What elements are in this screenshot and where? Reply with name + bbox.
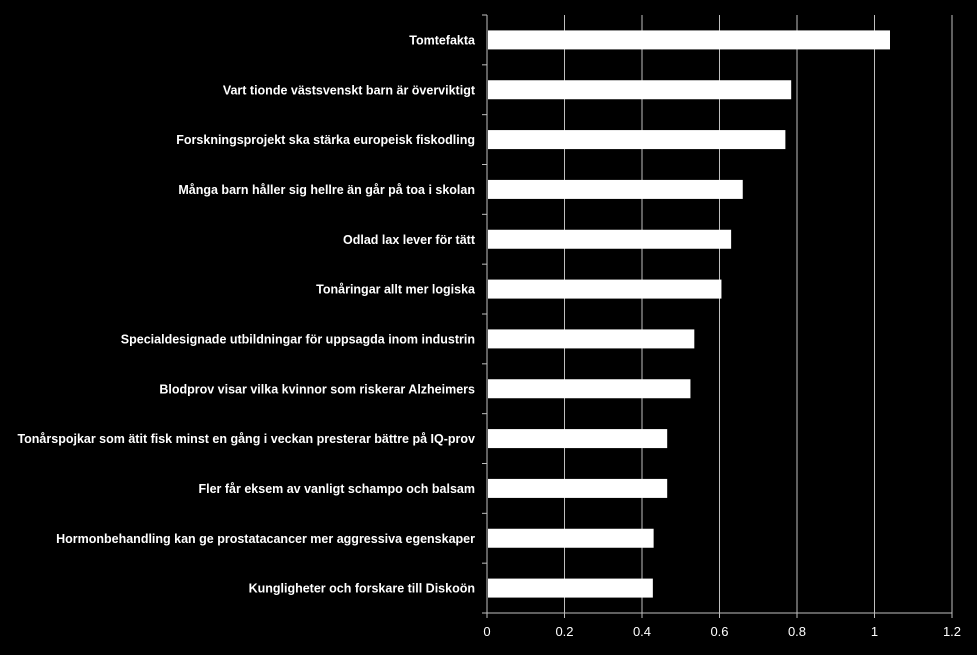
category-label: Tomtefakta (409, 33, 476, 47)
bar (488, 578, 653, 598)
category-label: Blodprov visar vilka kvinnor som riskera… (159, 382, 475, 396)
x-tick-labels: 0 0.2 0.4 0.6 0.8 1 1.2 (483, 624, 961, 639)
bar (488, 30, 890, 50)
x-tick-label: 1 (871, 624, 878, 639)
bar (488, 429, 668, 449)
category-label: Vart tionde västsvenskt barn är övervikt… (223, 83, 476, 97)
bar (488, 279, 722, 299)
bar (488, 80, 792, 100)
axes (482, 14, 953, 618)
bar (488, 528, 654, 548)
category-label: Specialdesignade utbildningar för uppsag… (121, 332, 475, 346)
grid-lines (564, 15, 953, 613)
bar (488, 179, 743, 199)
x-tick-label: 1.2 (943, 624, 961, 639)
bar (488, 379, 691, 399)
bars (488, 30, 890, 598)
x-tick-label: 0.8 (788, 624, 806, 639)
x-tick-label: 0.6 (710, 624, 728, 639)
category-label: Många barn håller sig hellre än går på t… (178, 183, 475, 197)
x-tick-label: 0 (483, 624, 490, 639)
category-label: Kungligheter och forskare till Diskoön (249, 582, 475, 596)
bar (488, 329, 695, 349)
category-labels: Tomtefakta Vart tionde västsvenskt barn ä… (17, 33, 476, 595)
bar (488, 130, 786, 150)
category-label: Hormonbehandling kan ge prostatacancer m… (56, 532, 475, 546)
category-label: Forskningsprojekt ska stärka europeisk f… (176, 133, 475, 147)
bar (488, 229, 732, 249)
category-label: Odlad lax lever för tätt (343, 233, 476, 247)
bar (488, 478, 668, 498)
x-tick-label: 0.2 (555, 624, 573, 639)
category-label: Fler får eksem av vanligt schampo och ba… (198, 482, 475, 496)
x-tick-label: 0.4 (633, 624, 651, 639)
category-label: Tonårspojkar som ätit fisk minst en gång… (17, 432, 475, 446)
category-label: Tonåringar allt mer logiska (316, 283, 476, 297)
